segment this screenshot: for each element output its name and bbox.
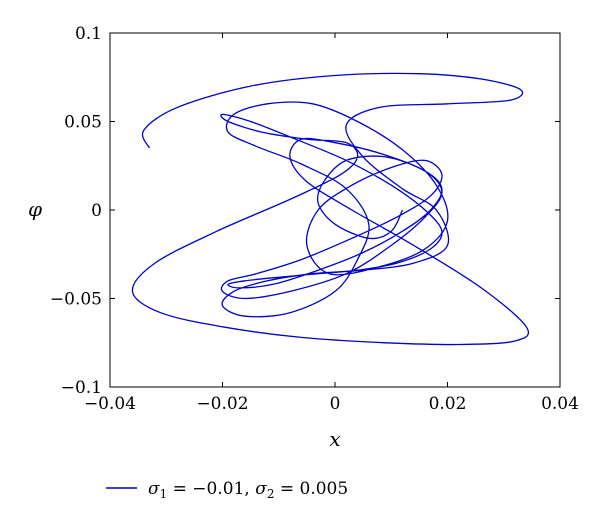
y-tick-label: 0.05: [64, 113, 102, 133]
legend: σ1 = −0.01, σ2 = 0.005: [106, 479, 348, 501]
legend-label: σ1 = −0.01, σ2 = 0.005: [148, 479, 348, 501]
x-tick-label: −0.04: [84, 394, 136, 414]
y-axis-label: φ: [28, 197, 42, 221]
plot-area-frame: [109, 32, 561, 388]
y-tick-label: 0.1: [75, 24, 102, 44]
x-axis-label: x: [329, 427, 340, 451]
y-tick-label: −0.05: [50, 290, 102, 310]
series-line: [131, 72, 530, 346]
x-tick-label: 0.04: [541, 394, 579, 414]
axis-ticks: −0.04 −0.02 0 0.02 0.04 −0.1 −0.05 0 0.05 0.1: [50, 24, 579, 414]
x-tick-label: −0.02: [196, 394, 248, 414]
x-tick-label: 0: [330, 394, 341, 414]
y-tick-label: 0: [91, 201, 102, 221]
series-curves: [131, 72, 530, 346]
x-tick-label: 0.02: [429, 394, 467, 414]
y-tick-label: −0.1: [61, 378, 102, 398]
